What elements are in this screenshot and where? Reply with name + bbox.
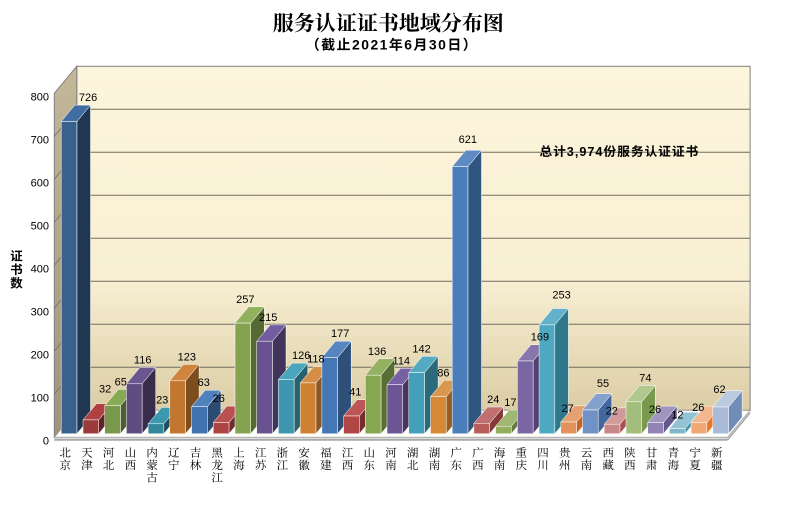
svg-text:136: 136 — [368, 346, 386, 358]
svg-text:26: 26 — [692, 402, 704, 414]
svg-text:65: 65 — [115, 376, 127, 388]
svg-text:300: 300 — [31, 306, 49, 318]
svg-text:600: 600 — [31, 177, 49, 189]
svg-text:22: 22 — [606, 405, 618, 417]
svg-text:17: 17 — [504, 397, 516, 409]
svg-text:86: 86 — [437, 367, 449, 379]
svg-text:32: 32 — [99, 384, 111, 396]
svg-text:126: 126 — [292, 350, 310, 362]
svg-text:700: 700 — [31, 134, 49, 146]
svg-text:24: 24 — [487, 394, 499, 406]
svg-text:62: 62 — [713, 384, 725, 396]
svg-text:30: 30 — [429, 37, 447, 53]
svg-text:800: 800 — [31, 91, 49, 103]
svg-text:200: 200 — [31, 349, 49, 361]
svg-text:26: 26 — [213, 393, 225, 405]
svg-text:400: 400 — [31, 263, 49, 275]
svg-text:123: 123 — [178, 351, 196, 363]
svg-text:215: 215 — [259, 312, 277, 324]
svg-text:169: 169 — [531, 332, 549, 344]
svg-text:116: 116 — [134, 354, 152, 366]
svg-text:0: 0 — [43, 435, 49, 447]
svg-text:100: 100 — [31, 392, 49, 404]
svg-text:41: 41 — [349, 387, 361, 399]
svg-text:142: 142 — [412, 343, 430, 355]
svg-text:27: 27 — [561, 403, 573, 415]
svg-text:621: 621 — [459, 134, 477, 146]
svg-text:23: 23 — [156, 394, 168, 406]
svg-text:3,974: 3,974 — [567, 145, 604, 159]
svg-text:63: 63 — [198, 377, 210, 389]
svg-text:118: 118 — [307, 354, 325, 366]
svg-text:6: 6 — [404, 37, 413, 53]
svg-text:114: 114 — [393, 355, 411, 367]
svg-text:2021: 2021 — [352, 37, 389, 53]
svg-text:253: 253 — [552, 290, 570, 302]
svg-text:177: 177 — [331, 328, 349, 340]
svg-text:26: 26 — [649, 404, 661, 416]
svg-text:257: 257 — [236, 294, 254, 306]
svg-text:74: 74 — [639, 373, 651, 385]
svg-text:726: 726 — [79, 92, 97, 104]
svg-text:55: 55 — [597, 378, 609, 390]
svg-text:12: 12 — [671, 409, 683, 421]
svg-text:500: 500 — [31, 220, 49, 232]
